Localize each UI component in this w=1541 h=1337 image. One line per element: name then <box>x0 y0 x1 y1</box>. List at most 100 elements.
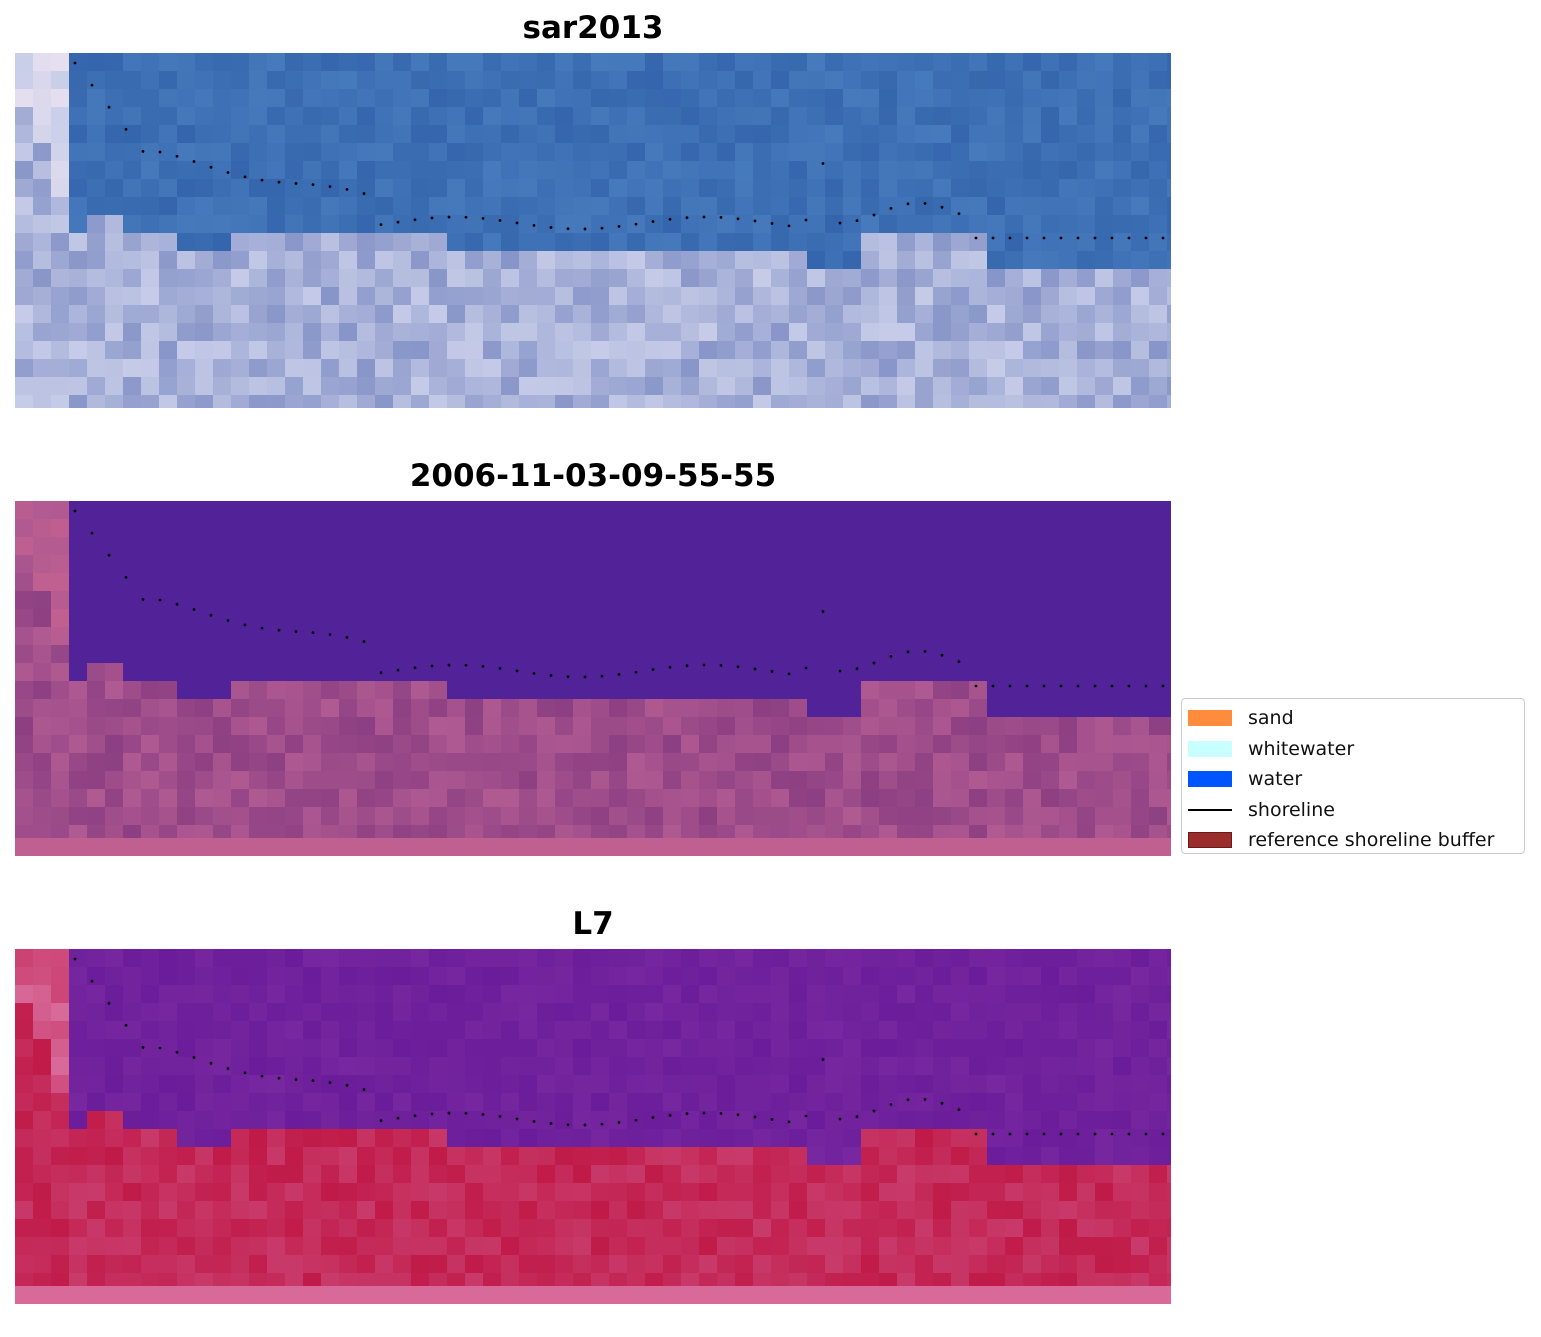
pixel-cell <box>195 681 214 700</box>
pixel-cell <box>771 537 790 556</box>
pixel-cell <box>1167 251 1171 270</box>
pixel-cell <box>375 395 394 408</box>
pixel-cell <box>1095 949 1114 968</box>
pixel-cell <box>285 197 304 216</box>
pixel-cell <box>375 359 394 378</box>
pixel-cell <box>969 699 988 718</box>
pixel-cell <box>627 107 646 126</box>
pixel-cell <box>555 1183 574 1202</box>
pixel-cell <box>879 609 898 628</box>
pixel-cell <box>1113 1057 1132 1076</box>
pixel-cell <box>249 573 268 592</box>
pixel-cell <box>825 1003 844 1022</box>
shoreline-dot <box>1110 236 1114 240</box>
pixel-cell <box>879 501 898 520</box>
pixel-cell <box>789 519 808 538</box>
pixel-cell <box>915 501 934 520</box>
pixel-cell <box>1077 233 1096 252</box>
pixel-cell <box>105 717 124 736</box>
pixel-cell <box>15 107 34 126</box>
pixel-cell <box>33 663 52 682</box>
pixel-cell <box>879 53 898 72</box>
pixel-cell <box>69 591 88 610</box>
shoreline-dot <box>1008 1132 1012 1136</box>
pixel-cell <box>447 663 466 682</box>
pixel-cell <box>1023 1093 1042 1112</box>
pixel-cell <box>753 699 772 718</box>
pixel-cell <box>375 269 394 288</box>
pixel-cell <box>1149 1147 1168 1166</box>
pixel-cell <box>447 1219 466 1238</box>
pixel-cell <box>159 1003 178 1022</box>
pixel-cell <box>609 1039 628 1058</box>
pixel-cell <box>285 107 304 126</box>
shoreline-dot <box>872 1109 876 1113</box>
pixel-cell <box>933 89 952 108</box>
pixel-cell <box>303 1003 322 1022</box>
pixel-cell <box>69 985 88 1004</box>
pixel-cell <box>717 645 736 664</box>
pixel-cell <box>969 967 988 986</box>
pixel-cell <box>537 501 556 520</box>
pixel-cell <box>555 107 574 126</box>
pixel-cell <box>87 1093 106 1112</box>
pixel-cell <box>555 1093 574 1112</box>
pixel-cell <box>537 1075 556 1094</box>
pixel-cell <box>789 591 808 610</box>
pixel-cell <box>609 949 628 968</box>
pixel-cell <box>987 591 1006 610</box>
pixel-cell <box>123 215 142 234</box>
pixel-cell <box>33 1021 52 1040</box>
pixel-cell <box>753 341 772 360</box>
pixel-cell <box>1077 1021 1096 1040</box>
pixel-cell <box>1041 161 1060 180</box>
pixel-cell <box>879 143 898 162</box>
pixel-cell <box>771 681 790 700</box>
pixel-cell <box>393 501 412 520</box>
pixel-cell <box>15 89 34 108</box>
pixel-cell <box>735 699 754 718</box>
pixel-cell <box>1167 1273 1171 1292</box>
pixel-cell <box>645 359 664 378</box>
shoreline-dot <box>532 1119 536 1123</box>
pixel-cell <box>285 1111 304 1130</box>
pixel-cell <box>519 717 538 736</box>
pixel-cell <box>555 1219 574 1238</box>
pixel-cell <box>51 71 70 90</box>
pixel-cell <box>411 1057 430 1076</box>
pixel-cell <box>645 717 664 736</box>
pixel-cell <box>339 53 358 72</box>
pixel-cell <box>249 251 268 270</box>
pixel-cell <box>573 1147 592 1166</box>
pixel-cell <box>105 1219 124 1238</box>
pixel-cell <box>429 1201 448 1220</box>
pixel-cell <box>879 71 898 90</box>
shoreline-dot <box>617 1121 621 1124</box>
pixel-cell <box>51 287 70 306</box>
pixel-cell <box>681 985 700 1004</box>
pixel-cell <box>573 377 592 396</box>
pixel-cell <box>969 1255 988 1274</box>
pixel-cell <box>537 1093 556 1112</box>
pixel-cell <box>465 501 484 520</box>
pixel-cell <box>357 807 376 826</box>
pixel-cell <box>519 1201 538 1220</box>
pixel-cell <box>1023 197 1042 216</box>
pixel-cell <box>681 269 700 288</box>
pixel-cell <box>807 555 826 574</box>
shoreline-dot <box>413 218 417 222</box>
pixel-cell <box>627 251 646 270</box>
pixel-cell <box>411 1165 430 1184</box>
shoreline-line-swatch <box>1188 808 1232 811</box>
pixel-cell <box>285 269 304 288</box>
pixel-cell <box>483 359 502 378</box>
pixel-cell <box>429 1093 448 1112</box>
shoreline-dot <box>311 183 315 187</box>
pixel-cell <box>285 359 304 378</box>
pixel-cell <box>213 323 232 342</box>
pixel-cell <box>447 1075 466 1094</box>
pixel-cell <box>15 359 34 378</box>
pixel-cell <box>1059 1003 1078 1022</box>
pixel-cell <box>1095 789 1114 808</box>
shoreline-dot <box>685 664 689 668</box>
